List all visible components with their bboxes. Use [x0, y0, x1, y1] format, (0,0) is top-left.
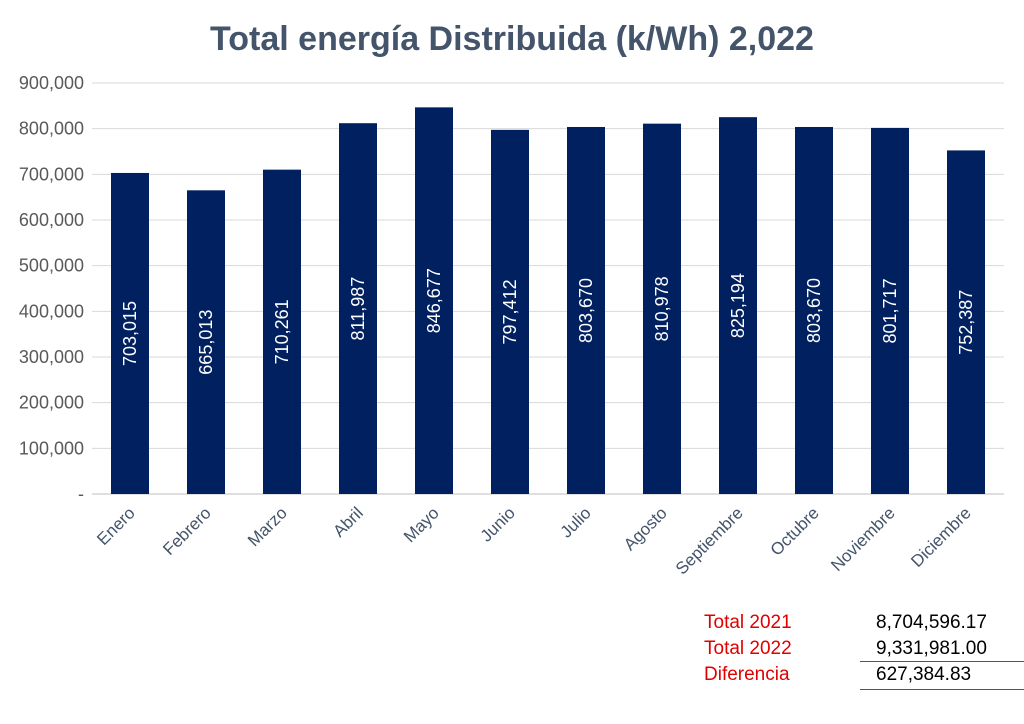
y-tick-label: -	[78, 484, 84, 504]
total-2021-label: Total 2021	[704, 612, 792, 633]
bar	[871, 127, 909, 494]
x-tick-label: Mayo	[400, 503, 443, 546]
total-2022-value: 9,331,981.00	[876, 638, 987, 659]
data-label: 811,987	[348, 277, 368, 341]
data-label: 710,261	[272, 299, 292, 364]
grid	[92, 82, 1004, 495]
x-tick-label: Febrero	[159, 503, 215, 559]
x-tick-label: Noviembre	[827, 503, 899, 575]
bar	[643, 123, 681, 494]
x-tick-label: Junio	[477, 503, 519, 545]
y-axis-ticks: - 100,000 200,000 300,000 400,000 500,000 600,…	[19, 73, 84, 504]
bar	[947, 150, 985, 494]
data-label: 703,015	[120, 301, 140, 366]
totals-bottom-line	[860, 689, 1024, 690]
bars	[111, 107, 985, 495]
y-tick-label: 800,000	[19, 119, 84, 139]
x-tick-label: Octubre	[767, 503, 823, 559]
totals-row-2021: Total 2021 8,704,596.17	[704, 612, 1024, 638]
data-label: 846,677	[424, 268, 444, 333]
data-labels: 703,015 665,013 710,261 811,987 846,677 797,4…	[120, 268, 976, 375]
total-2022-label: Total 2022	[704, 638, 792, 659]
bar	[795, 126, 833, 495]
x-axis-ticks: Enero Febrero Marzo Abril Mayo Junio Julio Agos…	[93, 503, 975, 578]
y-tick-label: 100,000	[19, 438, 84, 458]
data-label: 797,412	[500, 279, 520, 344]
y-tick-label: 500,000	[19, 256, 84, 276]
data-label: 803,670	[804, 278, 824, 343]
totals-row-2022: Total 2022 9,331,981.00	[704, 638, 1024, 664]
data-label: 803,670	[576, 278, 596, 343]
x-tick-label: Marzo	[244, 503, 291, 550]
bar	[187, 190, 225, 494]
y-tick-label: 200,000	[19, 393, 84, 413]
x-tick-label: Enero	[93, 503, 139, 549]
bar	[491, 129, 529, 495]
data-label: 825,194	[728, 273, 748, 338]
bar	[567, 126, 605, 495]
total-2021-value: 8,704,596.17	[876, 612, 987, 633]
totals-table: Total 2021 8,704,596.17 Total 2022 9,331…	[704, 612, 1024, 690]
y-tick-label: 900,000	[19, 73, 84, 93]
x-tick-label: Agosto	[620, 503, 671, 554]
bar	[263, 169, 301, 495]
data-label: 752,387	[956, 290, 976, 355]
x-tick-label: Abril	[329, 503, 366, 540]
bar	[111, 172, 149, 494]
bar	[415, 107, 453, 495]
chart-title: Total energía Distribuida (k/Wh) 2,022	[210, 20, 814, 58]
y-tick-label: 400,000	[19, 301, 84, 321]
x-tick-label: Septiembre	[672, 503, 747, 578]
data-label: 801,717	[880, 278, 900, 343]
totals-row-difference: Diferencia 627,384.83	[704, 664, 1024, 690]
data-label: 810,978	[652, 276, 672, 341]
y-tick-label: 600,000	[19, 210, 84, 230]
totals-divider-line	[860, 661, 1024, 662]
x-tick-label: Julio	[557, 503, 595, 541]
x-tick-label: Diciembre	[907, 503, 975, 571]
bar	[719, 117, 757, 494]
difference-value: 627,384.83	[876, 664, 972, 685]
difference-label: Diferencia	[704, 664, 790, 685]
bar	[339, 123, 377, 495]
y-tick-label: 700,000	[19, 164, 84, 184]
y-tick-label: 300,000	[19, 347, 84, 367]
data-label: 665,013	[196, 310, 216, 375]
